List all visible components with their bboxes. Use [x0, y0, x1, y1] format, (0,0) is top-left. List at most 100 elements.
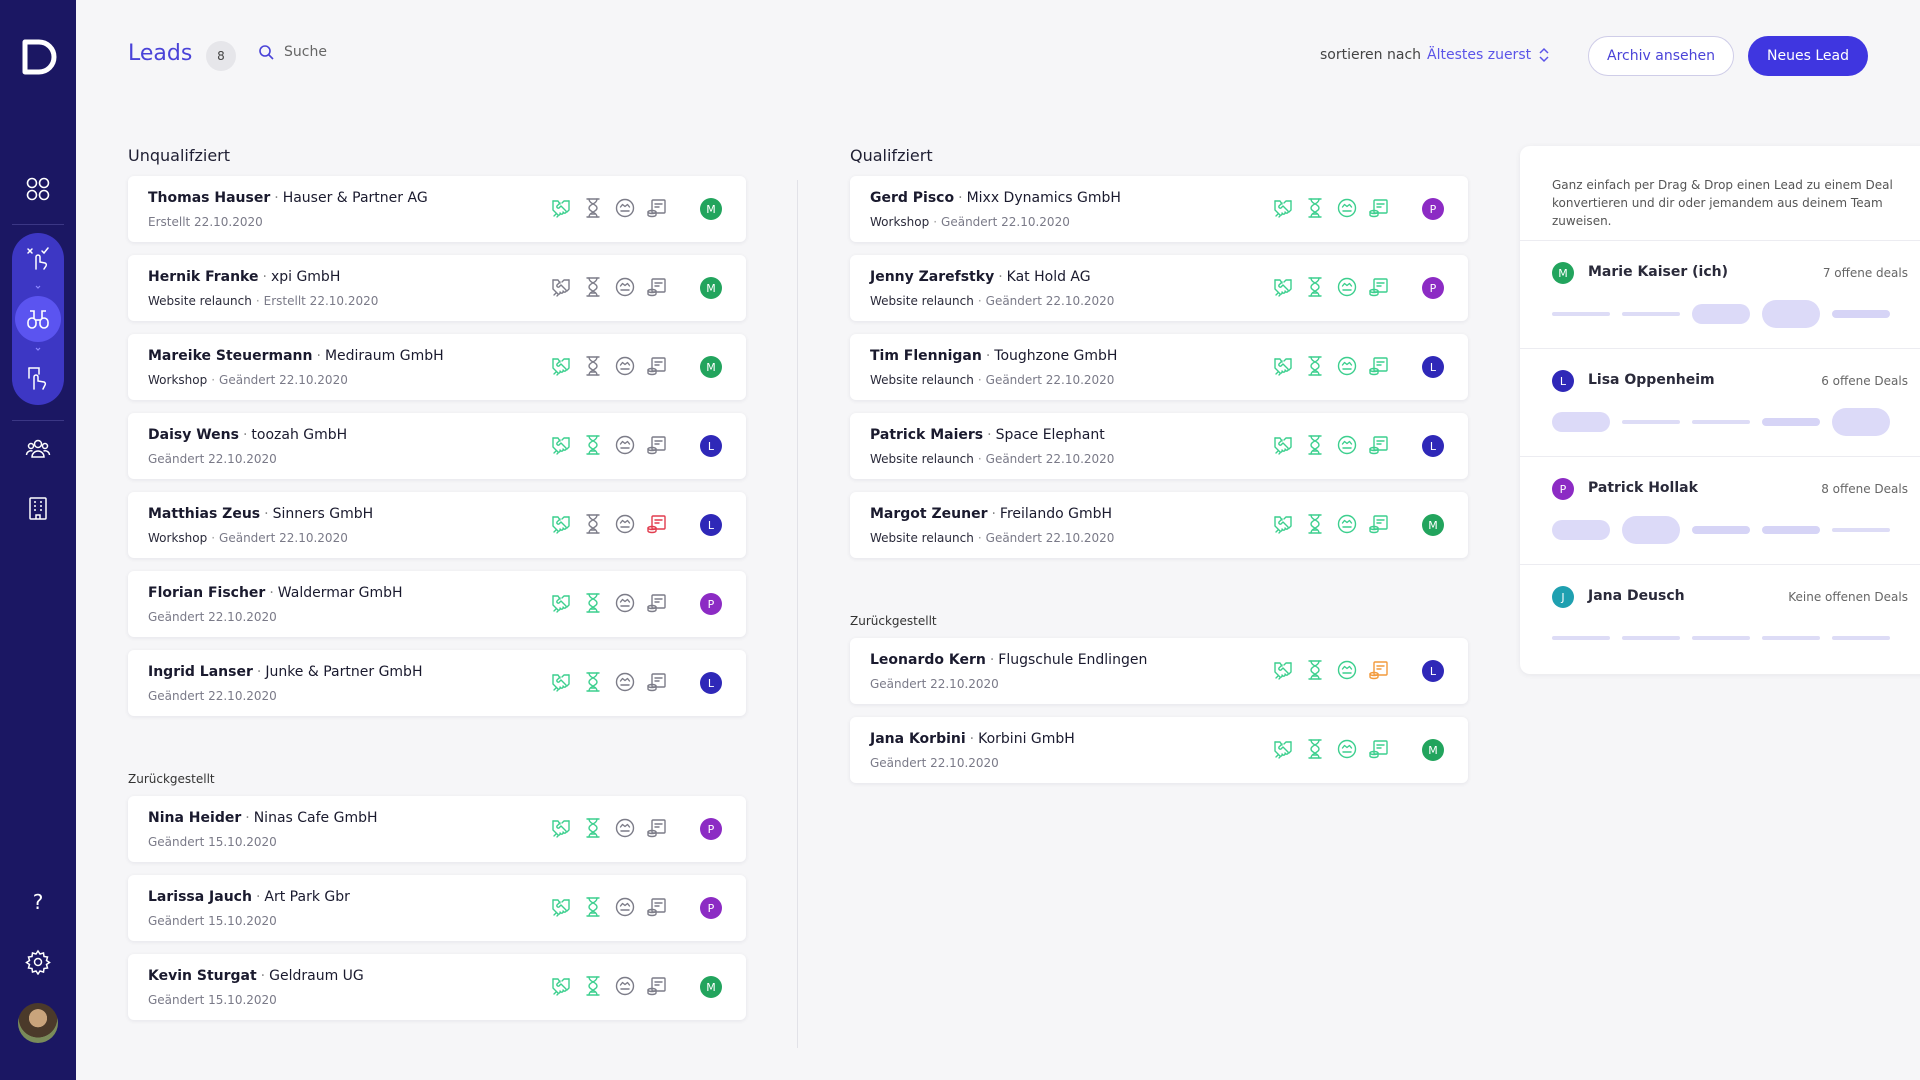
hourglass-icon[interactable] [1304, 434, 1326, 456]
tasks-hand-icon[interactable] [22, 242, 54, 274]
lead-card[interactable]: Jana Korbini · Korbini GmbH Geändert 22.10.… [850, 717, 1468, 783]
lead-card[interactable]: Matthias Zeus · Sinners GmbH Workshop · Geänd… [128, 492, 746, 558]
assignee-avatar[interactable]: P [1422, 198, 1444, 220]
handshake-icon[interactable] [1272, 355, 1294, 377]
handshake-icon[interactable] [550, 197, 572, 219]
lead-card[interactable]: Patrick Maiers · Space Elephant Website rel… [850, 413, 1468, 479]
assignee-avatar[interactable]: L [700, 435, 722, 457]
user-avatar[interactable] [18, 1003, 58, 1043]
invoice-coins-icon[interactable] [646, 896, 668, 918]
invoice-coins-icon[interactable] [646, 975, 668, 997]
invoice-coins-icon[interactable] [1368, 355, 1390, 377]
hourglass-icon[interactable] [1304, 513, 1326, 535]
money-bag-icon[interactable] [614, 197, 636, 219]
deals-hand-icon[interactable] [22, 362, 54, 394]
handshake-icon[interactable] [1272, 738, 1294, 760]
assignee-avatar[interactable]: M [700, 198, 722, 220]
handshake-icon[interactable] [550, 896, 572, 918]
assignee-avatar[interactable]: M [700, 277, 722, 299]
money-bag-icon[interactable] [614, 434, 636, 456]
handshake-icon[interactable] [550, 355, 572, 377]
invoice-coins-icon[interactable] [1368, 276, 1390, 298]
lead-card[interactable]: Nina Heider · Ninas Cafe GmbH Geändert 15.1… [128, 796, 746, 862]
money-bag-icon[interactable] [614, 592, 636, 614]
hourglass-icon[interactable] [582, 592, 604, 614]
lead-card[interactable]: Margot Zeuner · Freilando GmbH Website rela… [850, 492, 1468, 558]
assignee-avatar[interactable]: L [700, 514, 722, 536]
hourglass-icon[interactable] [582, 197, 604, 219]
app-logo[interactable] [19, 38, 57, 76]
company-building-icon[interactable] [22, 492, 54, 524]
hourglass-icon[interactable] [582, 975, 604, 997]
hourglass-icon[interactable] [582, 513, 604, 535]
hourglass-icon[interactable] [582, 671, 604, 693]
handshake-icon[interactable] [1272, 659, 1294, 681]
assignee-avatar[interactable]: M [700, 976, 722, 998]
sort-value[interactable]: Ältestes zuerst [1427, 47, 1532, 63]
handshake-icon[interactable] [550, 434, 572, 456]
lead-card[interactable]: Thomas Hauser · Hauser & Partner AG Erstell… [128, 176, 746, 242]
hourglass-icon[interactable] [582, 896, 604, 918]
assignee-avatar[interactable]: M [1422, 739, 1444, 761]
money-bag-icon[interactable] [1336, 276, 1358, 298]
money-bag-icon[interactable] [1336, 355, 1358, 377]
hourglass-icon[interactable] [1304, 738, 1326, 760]
assignee-avatar[interactable]: L [1422, 660, 1444, 682]
invoice-coins-icon[interactable] [1368, 513, 1390, 535]
handshake-icon[interactable] [550, 817, 572, 839]
assignee-avatar[interactable]: P [700, 593, 722, 615]
invoice-coins-icon[interactable] [646, 434, 668, 456]
invoice-coins-icon[interactable] [646, 197, 668, 219]
hourglass-icon[interactable] [1304, 276, 1326, 298]
lead-card[interactable]: Gerd Pisco · Mixx Dynamics GmbH Workshop · Ge… [850, 176, 1468, 242]
invoice-coins-icon[interactable] [646, 513, 668, 535]
archive-button[interactable]: Archiv ansehen [1588, 36, 1734, 76]
lead-card[interactable]: Kevin Sturgat · Geldraum UG Geändert 15.10.… [128, 954, 746, 1020]
money-bag-icon[interactable] [614, 513, 636, 535]
invoice-coins-icon[interactable] [1368, 434, 1390, 456]
assignee-avatar[interactable]: M [1422, 514, 1444, 536]
money-bag-icon[interactable] [1336, 738, 1358, 760]
invoice-coins-icon[interactable] [1368, 197, 1390, 219]
sort-control[interactable]: sortieren nach Ältestes zuerst [1320, 47, 1551, 63]
money-bag-icon[interactable] [614, 896, 636, 918]
help-icon[interactable]: ? [32, 890, 44, 914]
team-member-row[interactable]: M Marie Kaiser (ich) 7 offene deals [1552, 246, 1908, 336]
team-member-row[interactable]: L Lisa Oppenheim 6 offene Deals [1552, 354, 1908, 444]
assignee-avatar[interactable]: P [1422, 277, 1444, 299]
hourglass-icon[interactable] [582, 276, 604, 298]
invoice-coins-icon[interactable] [646, 355, 668, 377]
invoice-coins-icon[interactable] [646, 592, 668, 614]
money-bag-icon[interactable] [1336, 513, 1358, 535]
new-lead-button[interactable]: Neues Lead [1748, 36, 1868, 76]
invoice-coins-icon[interactable] [646, 276, 668, 298]
assignee-avatar[interactable]: M [700, 356, 722, 378]
dashboard-icon[interactable] [22, 173, 54, 205]
settings-gear-icon[interactable] [22, 946, 54, 978]
handshake-icon[interactable] [1272, 434, 1294, 456]
lead-card[interactable]: Florian Fischer · Waldermar GmbH Geändert 2… [128, 571, 746, 637]
handshake-icon[interactable] [550, 671, 572, 693]
handshake-icon[interactable] [550, 592, 572, 614]
assignee-avatar[interactable]: L [1422, 356, 1444, 378]
assignee-avatar[interactable]: L [700, 672, 722, 694]
assignee-avatar[interactable]: P [700, 818, 722, 840]
search-input[interactable] [284, 44, 444, 60]
handshake-icon[interactable] [550, 975, 572, 997]
handshake-icon[interactable] [1272, 197, 1294, 219]
lead-card[interactable]: Larissa Jauch · Art Park Gbr Geändert 15.10… [128, 875, 746, 941]
hourglass-icon[interactable] [1304, 659, 1326, 681]
money-bag-icon[interactable] [614, 355, 636, 377]
hourglass-icon[interactable] [582, 817, 604, 839]
money-bag-icon[interactable] [1336, 434, 1358, 456]
hourglass-icon[interactable] [582, 434, 604, 456]
team-icon[interactable] [22, 432, 54, 464]
invoice-coins-icon[interactable] [646, 671, 668, 693]
money-bag-icon[interactable] [614, 975, 636, 997]
team-member-row[interactable]: P Patrick Hollak 8 offene Deals [1552, 462, 1908, 552]
money-bag-icon[interactable] [1336, 659, 1358, 681]
money-bag-icon[interactable] [1336, 197, 1358, 219]
lead-card[interactable]: Tim Flennigan · Toughzone GmbH Website rela… [850, 334, 1468, 400]
hourglass-icon[interactable] [582, 355, 604, 377]
lead-card[interactable]: Hernik Franke · xpi GmbH Website relaunch · E… [128, 255, 746, 321]
